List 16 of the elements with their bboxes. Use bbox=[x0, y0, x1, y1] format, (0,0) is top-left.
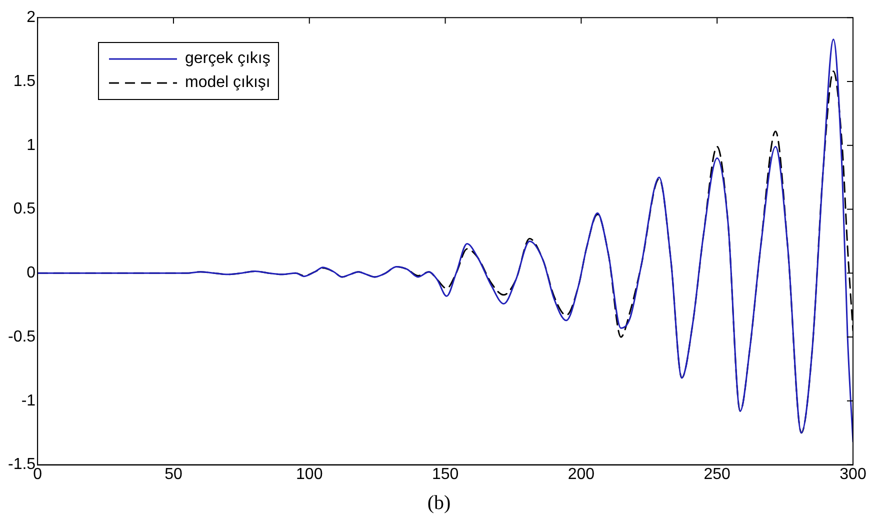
x-tick-label: 200 bbox=[568, 466, 595, 483]
legend-label: gerçek çıkış bbox=[185, 50, 270, 68]
text: (b) bbox=[426, 492, 452, 515]
y-tick-label: 1 bbox=[26, 136, 36, 154]
y-tick-label: 1.5 bbox=[13, 72, 36, 90]
y-tick-label: -1 bbox=[21, 392, 36, 410]
x-tick-label: 50 bbox=[164, 466, 182, 483]
x-tick-label: 250 bbox=[704, 466, 731, 483]
x-tick-label: 300 bbox=[840, 466, 866, 483]
y-tick-label: -0.5 bbox=[8, 328, 36, 346]
x-tick-label: 150 bbox=[432, 466, 459, 483]
y-tick-label: 2 bbox=[26, 9, 36, 26]
y-tick-label: 0.5 bbox=[13, 200, 36, 218]
x-tick-label: 100 bbox=[296, 466, 323, 483]
legend-label: model çıkışı bbox=[185, 74, 270, 92]
y-tick-label: 0 bbox=[26, 264, 36, 282]
